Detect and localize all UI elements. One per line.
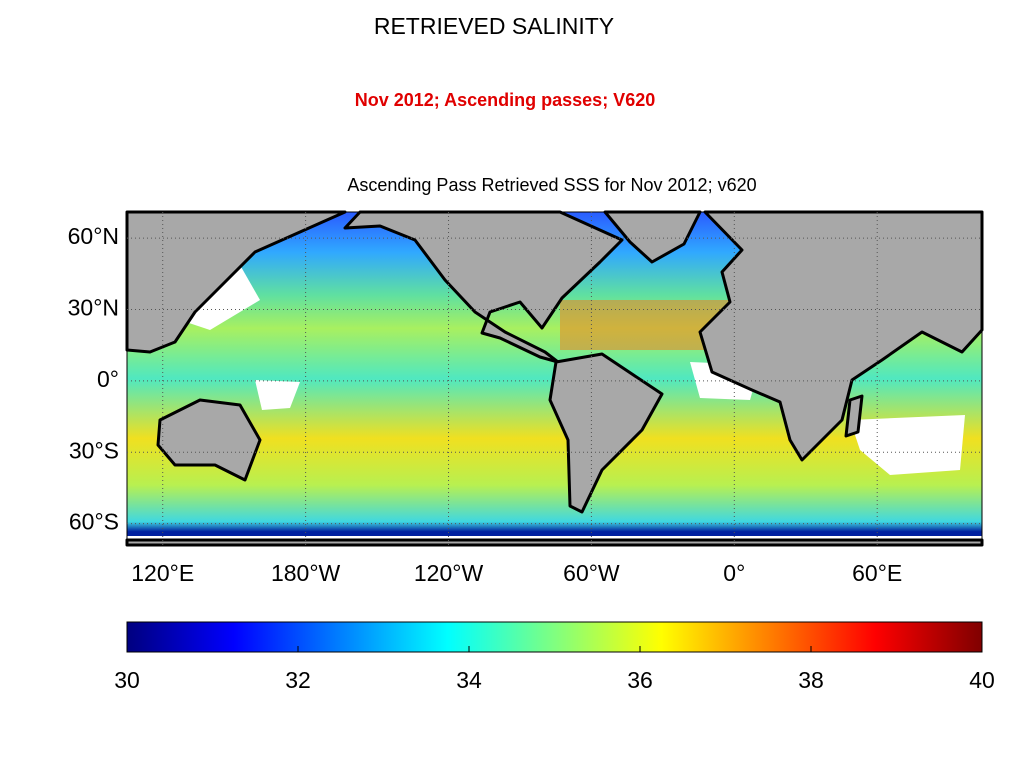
land [125,210,984,547]
x-tick-label: 180°W [271,560,341,586]
x-tick-label: 60°E [852,560,902,586]
map [125,210,984,547]
map-title: Ascending Pass Retrieved SSS for Nov 201… [347,175,756,195]
y-tick-label: 0° [97,366,119,392]
y-tick-label: 60°N [68,223,119,249]
colorbar [126,621,983,653]
map-frame [126,211,983,546]
x-tick-label: 120°E [131,560,194,586]
x-tick-label: 0° [723,560,745,586]
x-tick-label: 120°W [414,560,484,586]
y-tick-label: 30°N [68,295,119,321]
colorbar-tick-label: 38 [798,667,824,693]
colorbar-tick-label: 34 [456,667,482,693]
y-tick-label: 30°S [69,437,119,463]
colorbar-tick-label: 40 [969,667,995,693]
colorbar-tick-label: 32 [285,667,311,693]
x-tick-label: 60°W [563,560,620,586]
slide-subtitle: Nov 2012; Ascending passes; V620 [355,90,655,110]
y-tick-label: 60°S [69,509,119,535]
colorbar-tick-label: 36 [627,667,653,693]
slide-title: RETRIEVED SALINITY [374,13,614,39]
colorbar-tick-label: 30 [114,667,140,693]
